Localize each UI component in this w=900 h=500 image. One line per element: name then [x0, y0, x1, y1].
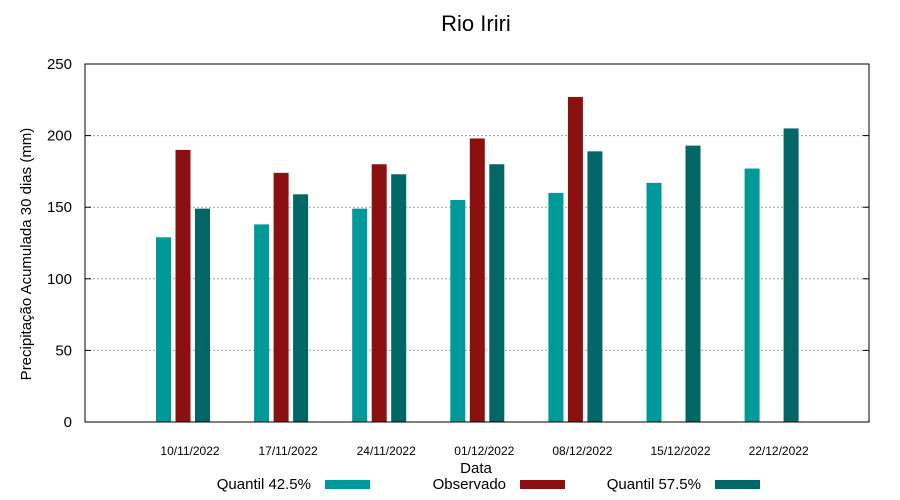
- bar-observado-3: [469, 138, 485, 423]
- y-tick-label: 250: [47, 56, 72, 73]
- legend-swatch: [715, 480, 760, 489]
- bar-quantil-57-5--1: [293, 194, 309, 422]
- bar-quantil-42-5--2: [352, 208, 368, 422]
- bar-quantil-42-5--4: [548, 192, 564, 422]
- x-tick-labels: 10/11/2022 17/11/2022 24/11/2022 01/12/2022…: [160, 444, 809, 458]
- bar-observado-0: [175, 149, 191, 423]
- x-tick-label: 10/11/2022: [160, 444, 219, 458]
- y-tick-label: 50: [55, 342, 72, 359]
- x-tick-label: 08/12/2022: [552, 444, 612, 458]
- x-tick-label: 24/11/2022: [357, 444, 416, 458]
- legend-label: Observado: [433, 476, 506, 493]
- x-tick-label: 22/12/2022: [749, 444, 809, 458]
- bar-quantil-57-5--6: [783, 128, 799, 422]
- bar-quantil-57-5--2: [391, 174, 407, 422]
- bar-quantil-42-5--0: [156, 237, 171, 422]
- y-tick-label: 100: [47, 271, 72, 288]
- x-tick-label: 01/12/2022: [454, 444, 514, 458]
- x-tick-label: 17/11/2022: [259, 444, 318, 458]
- bar-quantil-42-5--6: [744, 168, 760, 422]
- x-axis-label: Data: [460, 460, 492, 477]
- bar-quantil-57-5--4: [587, 151, 603, 423]
- y-axis-label: Precipitação Acumulada 30 dias (mm): [18, 128, 35, 381]
- bar-quantil-57-5--3: [489, 164, 505, 423]
- y-tick-label: 0: [64, 414, 72, 431]
- bars: [156, 96, 799, 423]
- legend-swatch: [520, 480, 565, 489]
- bar-quantil-42-5--1: [254, 224, 270, 422]
- plot-frame: [84, 63, 870, 423]
- chart-title: Rio Iriri: [441, 11, 511, 36]
- y-tick-label: 150: [47, 199, 72, 216]
- bar-quantil-57-5--0: [195, 208, 210, 422]
- bar-quantil-42-5--3: [450, 200, 466, 422]
- y-tick-label: 200: [47, 128, 72, 145]
- bar-quantil-42-5--5: [646, 182, 662, 422]
- legend-label: Quantil 42.5%: [217, 476, 311, 493]
- y-tick-labels: 0 50 100 150 200 250: [47, 56, 72, 431]
- legend-label: Quantil 57.5%: [607, 476, 701, 493]
- bar-observado-1: [273, 172, 289, 422]
- legend: Quantil 42.5% Observado Quantil 57.5%: [217, 476, 760, 493]
- bar-observado-4: [567, 96, 583, 422]
- legend-swatch: [325, 480, 370, 489]
- x-tick-label: 15/12/2022: [650, 444, 710, 458]
- bar-observado-2: [371, 164, 387, 423]
- bar-quantil-57-5--5: [685, 145, 701, 422]
